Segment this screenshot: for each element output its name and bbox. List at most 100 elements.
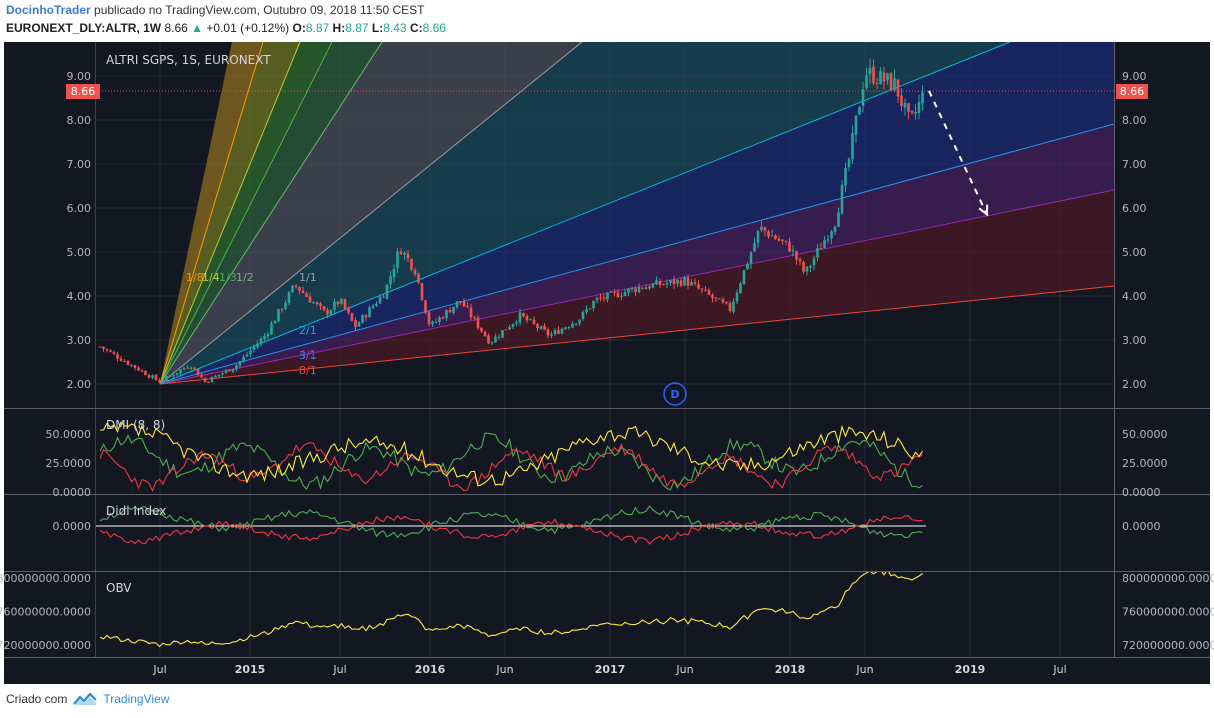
candle-body — [550, 334, 553, 336]
tradingview-link[interactable]: TradingView — [103, 692, 170, 706]
candle-body — [865, 75, 868, 88]
candle-body — [749, 252, 753, 264]
price-tick-left: 8.00 — [67, 114, 92, 127]
candle-body — [777, 238, 781, 241]
candle-body — [126, 360, 130, 365]
candle-body — [634, 288, 637, 293]
candle-body — [767, 231, 770, 237]
time-tick: Jun — [855, 663, 873, 676]
footer: Criado com TradingView — [6, 692, 169, 706]
candle-body — [445, 310, 448, 319]
candle-body — [287, 292, 291, 304]
price-tick-right: 9.00 — [1122, 70, 1147, 83]
candle-body — [728, 303, 732, 311]
candle-body — [322, 306, 326, 311]
candle-body — [406, 253, 410, 259]
gann-label-4-1: 4/1 — [299, 348, 317, 361]
obv-line — [99, 572, 923, 648]
time-tick: Jun — [675, 663, 693, 676]
candle-body — [340, 299, 343, 304]
candle-body — [732, 301, 735, 312]
candle-body — [907, 102, 910, 112]
candle-body — [357, 322, 361, 327]
candle-body — [623, 291, 627, 296]
candle-body — [350, 312, 354, 321]
candle-body — [672, 279, 676, 285]
candle-body — [207, 381, 210, 383]
candle-body — [637, 286, 641, 292]
candle-body — [872, 66, 875, 84]
candle-body — [760, 226, 763, 231]
candle-body — [718, 298, 721, 300]
candle-body — [231, 369, 235, 372]
candle-body — [273, 321, 277, 324]
candle-body — [214, 375, 217, 378]
candle-body — [921, 92, 924, 104]
time-tick: 2019 — [955, 663, 986, 676]
candle-body — [613, 291, 616, 293]
price-tick-left: 3.00 — [67, 334, 92, 347]
d-marker-label: D — [670, 388, 679, 401]
candle-body — [770, 235, 774, 237]
price-tick-right: 7.00 — [1122, 158, 1147, 171]
chart-canvas[interactable]: 9.00 9.00 8.00 8.00 7.00 7.00 6.00 6.00 5.00 5.00… — [0, 0, 1214, 690]
candle-body — [399, 251, 403, 255]
candle-body — [389, 276, 392, 285]
candle-body — [529, 319, 532, 321]
candle-body — [501, 330, 504, 338]
dmi-tick-left: 25.0000 — [46, 457, 92, 470]
candle-body — [665, 283, 669, 285]
high-label: H: — [332, 21, 346, 35]
candle-body — [847, 159, 851, 167]
candle-body — [714, 297, 718, 299]
gann-fan — [159, 42, 1114, 385]
candle-body — [256, 343, 259, 348]
candle-body — [539, 326, 543, 329]
candle-body — [735, 292, 739, 302]
candle-body — [875, 83, 879, 85]
author-link[interactable]: DocinhoTrader — [6, 3, 91, 17]
candle-body — [102, 346, 105, 350]
candle-body — [515, 322, 518, 324]
candle-body — [662, 284, 665, 286]
candle-body — [893, 78, 896, 91]
candle-body — [263, 336, 266, 339]
candle-body — [840, 184, 844, 214]
candle-body — [644, 287, 648, 290]
candle-body — [277, 309, 280, 322]
candle-body — [756, 230, 760, 243]
candle-body — [284, 302, 287, 309]
candle-body — [375, 303, 378, 306]
candle-body — [238, 361, 242, 366]
candle-body — [725, 301, 728, 304]
gann-label-1-4: 1/4 — [202, 271, 220, 284]
candle-body — [137, 367, 140, 371]
candle-body — [396, 251, 399, 269]
candle-body — [522, 313, 525, 317]
candle-body — [606, 292, 609, 300]
obv-pane-title: OBV — [106, 581, 132, 595]
adx-line — [99, 421, 923, 487]
candle-body — [252, 346, 256, 350]
created-with-label: Criado com — [6, 692, 68, 706]
candle-body — [914, 111, 917, 114]
gann-line — [159, 42, 1011, 385]
candle-body — [641, 287, 644, 289]
candle-body — [371, 305, 375, 308]
candle-body — [812, 258, 816, 266]
candle-body — [567, 327, 571, 329]
candle-body — [175, 372, 179, 375]
candle-body — [473, 317, 476, 319]
candle-body — [259, 338, 263, 344]
candle-body — [144, 370, 147, 376]
plus-di-line — [99, 432, 923, 491]
candle-body — [679, 280, 683, 286]
candle-body — [319, 303, 322, 307]
last-price-tag-right: 8.66 — [1116, 84, 1148, 99]
candle-body — [172, 375, 175, 377]
candle-body — [133, 364, 137, 368]
candle-body — [609, 291, 613, 293]
didi-fast-line — [99, 505, 923, 539]
last-price-tag-left: 8.66 — [66, 84, 100, 99]
d-marker[interactable]: D — [663, 382, 687, 406]
